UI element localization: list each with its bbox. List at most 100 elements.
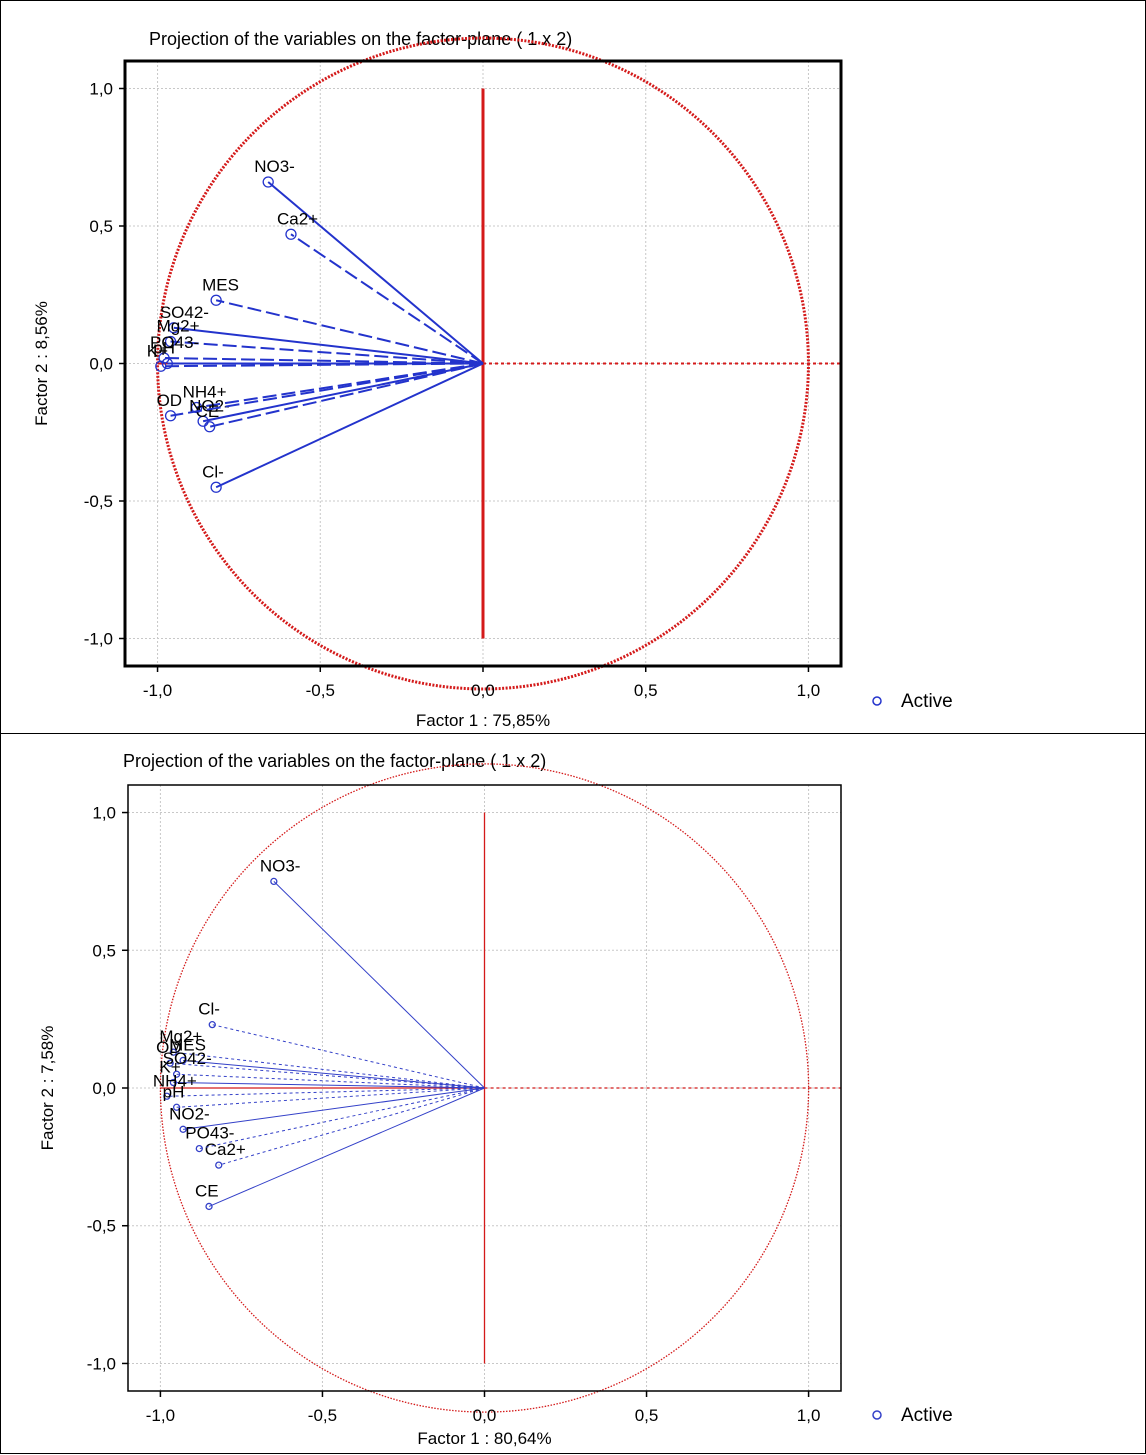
- chart1-point-label-k: K+: [159, 1057, 180, 1076]
- chart0-vector-ce: [209, 362, 484, 428]
- chart0-vector-od: [170, 362, 484, 417]
- chart1-vector-cl: [212, 1024, 485, 1089]
- chart0-point-nh4: [190, 401, 203, 414]
- chart1-x-tick-label-2: 0,0: [473, 1406, 497, 1425]
- chart1-x-tick-label-1: -0,5: [308, 1406, 337, 1425]
- chart1-y-tick-label-1: 0,5: [92, 941, 116, 960]
- chart1-point-nh4: [163, 1092, 171, 1100]
- chart1-point-k: [169, 1078, 178, 1087]
- chart0-y-tick-label-3: -0,5: [84, 492, 113, 511]
- chart1-x-tick-label-4: 1,0: [797, 1406, 821, 1425]
- chart1-title: Projection of the variables on the facto…: [123, 751, 546, 771]
- chart0-point-label-cl: Cl-: [202, 462, 224, 481]
- chart0-point-ce: [203, 421, 216, 433]
- chart0-point-k: [155, 360, 167, 372]
- chart0-x-tick-label-2: 0,0: [471, 681, 495, 700]
- chart0-legend: Active: [872, 691, 953, 712]
- chart0-y-tick-label-1: 0,5: [89, 217, 113, 236]
- chart1-y-tick-label-3: -0,5: [87, 1217, 116, 1236]
- pca-panel-bottom: Projection of the variables on the facto…: [0, 733, 1146, 1454]
- pca-chart-bottom: Projection of the variables on the facto…: [38, 751, 953, 1448]
- chart0-y-tick-label-2: 0,0: [89, 355, 113, 374]
- chart0-x-axis-label: Factor 1 : 75,85%: [416, 711, 550, 730]
- chart1-vector-nh4: [166, 1087, 485, 1097]
- chart1-point-po43: [195, 1144, 203, 1153]
- chart1-legend-label: Active: [901, 1405, 953, 1426]
- chart1-x-tick-label-3: 0,5: [635, 1406, 659, 1425]
- chart0-point-label-nh4: NH4+: [183, 383, 227, 402]
- chart0-point-label-mes: MES: [202, 275, 239, 294]
- chart1-point-label-no3: NO3-: [260, 856, 301, 875]
- chart1-y-tick-label-4: -1,0: [87, 1354, 116, 1373]
- chart1-vector-ca2: [218, 1087, 485, 1166]
- chart0-point-label-od: OD: [157, 391, 183, 410]
- chart1-vector-no2: [183, 1087, 485, 1130]
- chart0-x-tick-label-0: -1,0: [143, 681, 172, 700]
- chart0-x-tick-label-4: 1,0: [797, 681, 821, 700]
- chart1-y-axis-label: Factor 2 : 7,58%: [38, 1026, 57, 1151]
- chart0-point-label-no3: NO3-: [254, 157, 295, 176]
- chart1-x-tick-label-0: -1,0: [146, 1406, 175, 1425]
- chart0-point-label-mg2: Mg2+: [157, 317, 200, 336]
- chart0-point-so42: [168, 322, 180, 334]
- chart0-y-axis-label: Factor 2 : 8,56%: [32, 301, 51, 426]
- chart0-vector-no2: [202, 362, 484, 423]
- chart0-point-label-ca2: Ca2+: [277, 209, 318, 228]
- chart1-point-label-mes: MES: [169, 1035, 206, 1054]
- chart0-point-label-k: K+: [147, 341, 168, 360]
- chart1-y-tick-label-2: 0,0: [92, 1079, 116, 1098]
- chart0-point-cl: [210, 481, 222, 493]
- chart1-vector-ce: [208, 1087, 485, 1207]
- chart1-legend-marker: [872, 1410, 882, 1420]
- chart1-point-so42: [172, 1070, 181, 1078]
- chart1-point-od: [166, 1059, 174, 1067]
- chart1-vector-no3: [273, 881, 485, 1089]
- chart1-point-label-so42: SO42-: [163, 1049, 212, 1068]
- chart0-vector-so42: [173, 326, 484, 365]
- chart0-y-tick-label-0: 1,0: [89, 80, 113, 99]
- chart0-y-tick-label-4: -1,0: [84, 630, 113, 649]
- chart0-vector-ca2: [290, 233, 484, 365]
- chart1-point-mes: [179, 1056, 187, 1065]
- chart0-point-mg2: [164, 335, 177, 348]
- chart1-point-label-ce: CE: [195, 1181, 219, 1200]
- chart1-vector-k: [173, 1081, 485, 1089]
- chart0-vectors: NO3-Ca2+MESSO42-Mg2+PO43-pHK+NH4+NO2-CEO…: [147, 157, 484, 493]
- chart0-point-ph: [161, 357, 173, 370]
- chart0-point-no3: [262, 176, 274, 188]
- chart1-point-no3: [270, 877, 278, 886]
- chart0-point-mes: [210, 294, 222, 306]
- chart0-vector-cl: [215, 362, 484, 489]
- chart0-legend-label: Active: [901, 691, 953, 712]
- chart1-point-ce: [205, 1202, 213, 1211]
- pca-chart-top: Projection of the variables on the facto…: [32, 29, 953, 730]
- chart0-point-label-po43: PO43-: [150, 333, 199, 352]
- chart0-point-ca2: [285, 228, 297, 240]
- chart0-point-no2: [197, 415, 209, 427]
- chart0-vector-no3: [267, 181, 484, 365]
- chart1-point-label-po43: PO43-: [185, 1124, 234, 1143]
- chart1-point-label-cl: Cl-: [198, 1000, 220, 1019]
- pca-panel-top: Projection of the variables on the facto…: [0, 0, 1146, 734]
- chart1-point-cl: [208, 1020, 216, 1029]
- chart1-point-label-od: OD: [156, 1038, 182, 1057]
- chart0-point-label-ph: pH: [153, 339, 175, 358]
- chart0-point-od: [164, 410, 177, 422]
- chart1-point-ca2: [215, 1161, 223, 1169]
- chart1-point-ph: [172, 1103, 181, 1111]
- chart1-vector-mg2: [173, 1051, 485, 1089]
- chart1-point-no2: [179, 1125, 187, 1133]
- chart1-vector-mes: [183, 1059, 485, 1089]
- chart1-point-label-ca2: Ca2+: [205, 1140, 246, 1159]
- chart1-point-label-nh4: NH4+: [153, 1071, 197, 1090]
- chart0-vector-po43: [164, 357, 484, 365]
- chart1-legend: Active: [872, 1405, 953, 1426]
- chart1-point-mg2: [169, 1048, 178, 1056]
- chart1-vector-od: [170, 1062, 485, 1089]
- chart1-vector-po43: [199, 1087, 485, 1150]
- chart0-point-label-so42: SO42-: [160, 303, 209, 322]
- chart0-vector-k: [160, 362, 484, 368]
- chart0-point-label-ce: CE: [196, 402, 220, 421]
